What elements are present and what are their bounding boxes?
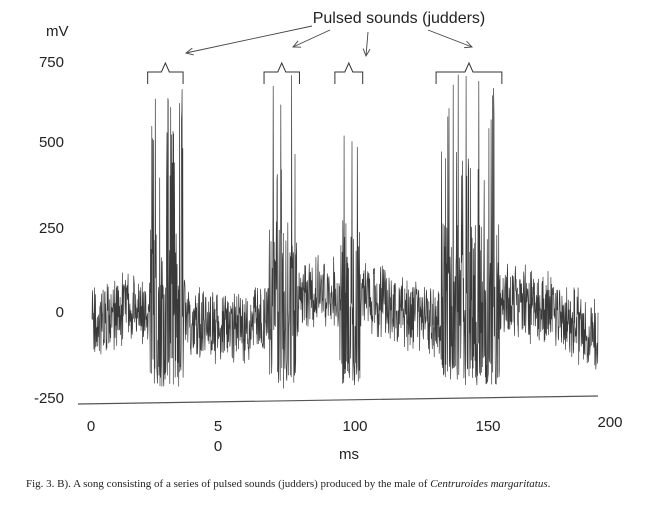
pulsed-sound-brackets: Pulsed sounds (judders) <box>147 10 503 84</box>
annotation-label: Pulsed sounds (judders) <box>313 10 486 27</box>
arrowhead <box>463 40 473 49</box>
y-tick-label: -250 <box>34 390 64 407</box>
caption-species: Centruroides margaritatus <box>430 478 548 490</box>
y-tick-label: 250 <box>39 220 64 237</box>
caption-end: . <box>547 478 551 490</box>
pulse-bracket <box>147 61 184 84</box>
y-tick-label: 500 <box>39 134 64 151</box>
pulse-bracket <box>435 61 503 84</box>
x-tick-label: 200 <box>597 414 622 431</box>
arrowhead <box>362 48 371 58</box>
annotation-arrow <box>427 29 473 48</box>
caption-text: Fig. 3. B). A song consisting of a serie… <box>26 478 431 490</box>
figure-caption: Fig. 3. B). A song consisting of a serie… <box>26 478 626 490</box>
annotation-arrow <box>365 31 369 57</box>
pulse-bracket <box>263 61 300 84</box>
waveform-trace <box>91 74 599 389</box>
x-tick-label: 100 <box>342 418 367 435</box>
x-axis-unit: ms <box>339 446 359 463</box>
annotation-arrow <box>292 29 331 48</box>
arrowhead <box>184 47 194 56</box>
x-axis-line <box>77 395 599 405</box>
x-tick-label: 0 <box>87 418 95 435</box>
annotation-arrow <box>185 25 313 54</box>
arrowhead <box>292 40 302 48</box>
y-axis-unit: mV <box>46 23 69 40</box>
y-tick-label: 750 <box>39 54 64 71</box>
x-tick-label: 150 <box>475 418 500 435</box>
y-tick-label: 0 <box>56 304 64 321</box>
waveform-line <box>91 74 599 389</box>
axes <box>77 395 599 405</box>
x-tick-label: 5 <box>214 418 222 435</box>
x-tick-label: 0 <box>214 438 222 455</box>
pulse-bracket <box>334 61 364 84</box>
